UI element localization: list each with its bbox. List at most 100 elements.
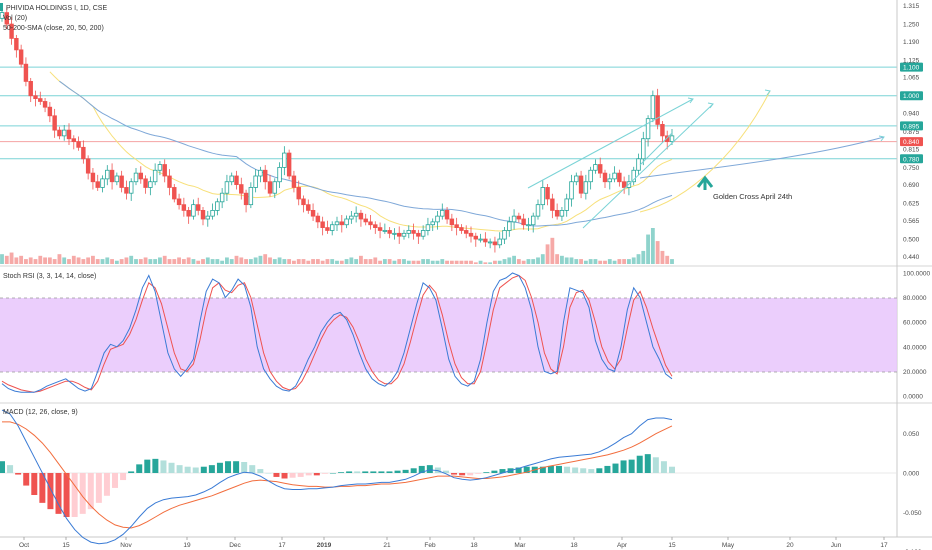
- volume-legend[interactable]: Vol (20): [3, 15, 27, 22]
- volume-bar: [583, 260, 588, 264]
- candle-body: [138, 172, 144, 180]
- volume-bar: [292, 260, 296, 264]
- volume-bar: [325, 259, 330, 264]
- time-axis[interactable]: Oct 15 Nov 19 Dec 17 2019 21 Feb 18 Mar 18 Apr 15 May 2…: [19, 537, 888, 549]
- candle-body: [286, 152, 292, 177]
- time-tick-label: 21: [383, 542, 391, 549]
- volume-bar: [392, 260, 397, 264]
- price-tick-label: 1.125: [903, 57, 920, 64]
- candle-body: [262, 169, 268, 183]
- macd-histogram-bar: [402, 469, 409, 473]
- macd-histogram-bar: [418, 465, 425, 473]
- volume-bar: [67, 259, 71, 264]
- symbol-title[interactable]: PHIVIDA HOLDINGS I, 1D, CSE: [6, 5, 107, 12]
- candle-body: [296, 187, 301, 200]
- candle-body: [387, 230, 392, 234]
- volume-bar: [124, 257, 129, 264]
- volume-bar: [382, 259, 387, 264]
- candle-body: [550, 198, 555, 211]
- macd-histogram-bar: [265, 473, 272, 474]
- macd-histogram-bar: [281, 473, 288, 479]
- macd-histogram-bar: [144, 459, 151, 473]
- stoch-axis[interactable]: 100.0000 80.0000 60.0000 40.0000 20.0000 0.00…: [903, 271, 930, 401]
- macd-histogram-bar: [305, 473, 312, 476]
- macd-histogram-bar: [0, 461, 5, 473]
- candle-body: [516, 215, 522, 220]
- candle-body: [128, 181, 134, 194]
- sma-legend[interactable]: 50-200-SMA (close, 20, 50, 200): [3, 25, 104, 32]
- candle-body: [401, 232, 407, 237]
- trend-arrowhead: [687, 97, 694, 104]
- volume-bar: [244, 259, 248, 264]
- volume-bar: [416, 260, 421, 264]
- macd-histogram-bar: [410, 468, 417, 473]
- volume-bar: [603, 260, 607, 264]
- candle-body: [301, 198, 306, 206]
- volume-bar: [660, 250, 665, 264]
- stoch-title[interactable]: Stoch RSI (3, 3, 14, 14, close): [3, 273, 96, 280]
- volume-bar: [526, 259, 531, 264]
- volume-bar: [205, 257, 210, 264]
- candle-body: [344, 218, 349, 226]
- price-tick-label: 0.815: [903, 146, 920, 153]
- volume-bar: [148, 259, 153, 264]
- candle-body: [478, 238, 483, 241]
- candle-body: [329, 224, 335, 231]
- candle-body: [205, 215, 211, 220]
- price-axis[interactable]: 1.315 1.250 1.190 1.125 1.065 1.000 0.940 0.875…: [903, 3, 920, 261]
- price-tick-label: 1.315: [903, 3, 920, 10]
- macd-title[interactable]: MACD (12, 26, close, 9): [3, 409, 78, 416]
- time-tick-label: 18: [570, 542, 578, 549]
- candle-body: [463, 230, 469, 234]
- candle-body: [363, 218, 368, 223]
- volume-bar: [315, 259, 320, 264]
- candle-body: [105, 169, 110, 180]
- candle-body: [195, 204, 201, 211]
- volume-bar: [545, 244, 550, 264]
- candle-body: [38, 98, 43, 102]
- candle-body: [435, 215, 440, 223]
- candle-body: [52, 115, 57, 131]
- price-tick-label: 0.625: [903, 201, 920, 208]
- trend-line: [639, 90, 771, 213]
- volume-bar: [426, 259, 430, 264]
- macd-histogram-bar: [394, 470, 401, 473]
- volume-bar: [239, 257, 244, 264]
- volume-bar: [306, 260, 311, 264]
- macd-histogram-bar: [168, 462, 175, 473]
- candle-body: [306, 204, 311, 211]
- volume-bar: [435, 260, 440, 264]
- volume-bar: [105, 257, 110, 264]
- time-tick-label: Jun: [831, 542, 842, 549]
- time-tick-label: 18: [470, 542, 478, 549]
- candle-body: [133, 172, 139, 183]
- volume-bar: [28, 257, 33, 264]
- volume-bar: [162, 255, 167, 264]
- candle-body: [607, 178, 613, 183]
- volume-bar: [296, 259, 301, 264]
- price-tick-label: 0.565: [903, 218, 920, 225]
- volume-bar: [655, 241, 660, 264]
- candle-body: [583, 181, 589, 194]
- trend-arrowhead: [707, 102, 714, 109]
- candle-body: [373, 224, 378, 229]
- volume-bar: [19, 255, 24, 264]
- price-tick-label: 1.190: [903, 39, 920, 46]
- volume-bar: [406, 260, 411, 264]
- time-tick-label: 17: [880, 542, 888, 549]
- macd-histogram-bar: [71, 473, 78, 517]
- macd-histogram-bar: [580, 468, 587, 473]
- trend-line: [582, 103, 714, 229]
- candle-body: [143, 178, 148, 188]
- macd-histogram-bar: [241, 462, 248, 473]
- candle-body: [602, 172, 608, 183]
- candle-body: [325, 227, 330, 231]
- volume-bar: [201, 259, 205, 264]
- candle-body: [502, 230, 507, 240]
- volume-bar: [502, 259, 507, 264]
- macd-histogram-bar: [273, 473, 280, 477]
- macd-histogram-bar: [636, 455, 643, 473]
- candle-body: [353, 212, 359, 217]
- price-highlight-badge: [900, 154, 923, 164]
